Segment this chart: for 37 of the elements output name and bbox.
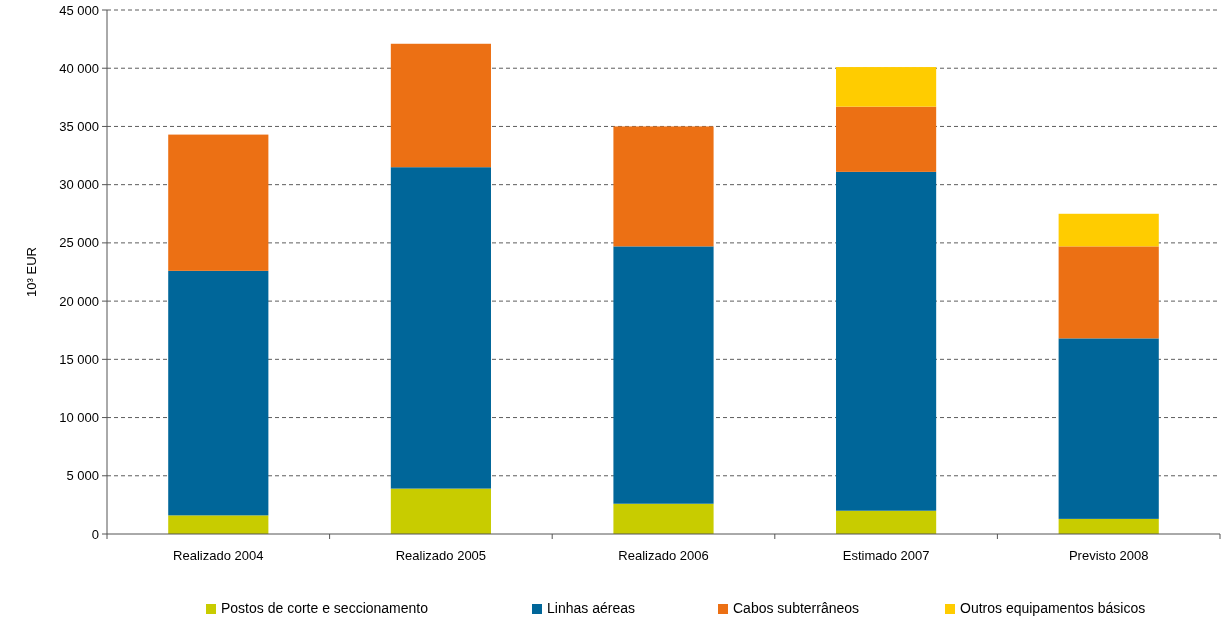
y-tick-label: 40 000 [59, 60, 99, 76]
bar [390, 43, 491, 168]
bar [168, 134, 269, 271]
y-tick-label: 5 000 [66, 468, 99, 484]
bar [1058, 246, 1159, 339]
bar [1058, 213, 1159, 247]
bar [613, 126, 714, 247]
bar [168, 270, 269, 516]
x-tick-label: Previsto 2008 [1068, 548, 1149, 563]
bar [390, 167, 491, 489]
x-tick-label: Realizado 2006 [618, 548, 709, 563]
legend-label: Postos de corte e seccionamento [221, 600, 429, 616]
bar [168, 515, 269, 534]
x-tick-label: Realizado 2004 [173, 548, 264, 563]
y-axis-title: 10³ EUR [24, 247, 39, 297]
legend-label: Outros equipamentos básicos [960, 600, 1146, 616]
bar [836, 510, 937, 534]
bar [836, 171, 937, 511]
y-tick-label: 45 000 [59, 2, 99, 18]
bar [1058, 338, 1159, 519]
bar [613, 246, 714, 504]
x-tick-label: Estimado 2007 [842, 548, 930, 563]
y-tick-label: 10 000 [59, 410, 99, 426]
y-tick-label: 25 000 [59, 235, 99, 251]
bar [613, 503, 714, 534]
y-tick-label: 30 000 [59, 177, 99, 193]
y-tick-label: 20 000 [59, 293, 99, 309]
bar [390, 488, 491, 534]
legend-label: Cabos subterrâneos [733, 600, 860, 616]
x-tick-label: Realizado 2005 [395, 548, 487, 563]
legend-label: Linhas aéreas [547, 600, 635, 616]
bar [1058, 518, 1159, 534]
y-tick-label: 35 000 [59, 118, 99, 134]
y-tick-label: 0 [91, 526, 99, 542]
y-tick-label: 15 000 [59, 351, 99, 367]
bar [836, 67, 937, 107]
bar [836, 106, 937, 172]
